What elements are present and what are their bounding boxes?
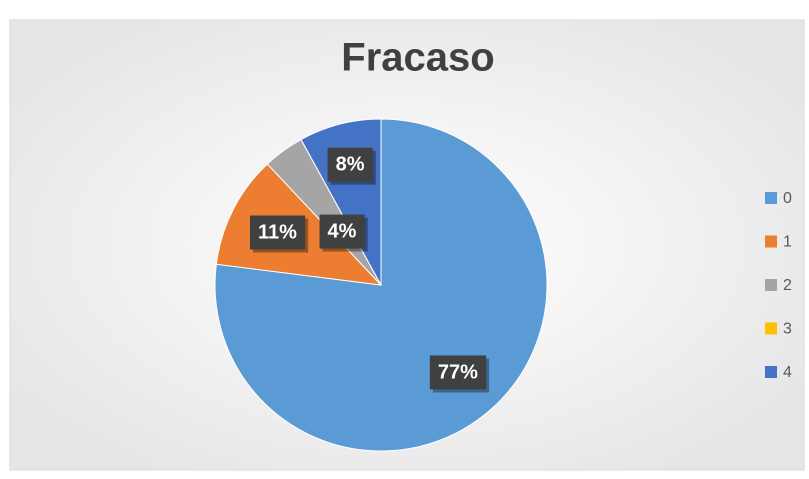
legend-label: 0 [783, 190, 792, 207]
legend-label: 1 [783, 234, 792, 251]
legend-label: 3 [783, 321, 792, 338]
data-label-box [249, 215, 306, 250]
legend-swatch [765, 235, 777, 248]
legend-label: 4 [783, 364, 792, 381]
legend-swatch [765, 366, 777, 378]
legend-swatch [765, 279, 777, 291]
chart-title: Fracaso [341, 36, 494, 80]
data-label: 11% [258, 222, 297, 244]
data-label-box [319, 214, 365, 249]
legend-label: 2 [783, 277, 792, 294]
data-label-box [327, 147, 373, 182]
data-label: 77% [438, 361, 478, 383]
data-label-box [429, 355, 487, 390]
data-label: 4% [328, 221, 357, 243]
data-label: 8% [336, 154, 365, 176]
legend-swatch [765, 192, 777, 204]
legend-swatch [765, 322, 777, 335]
